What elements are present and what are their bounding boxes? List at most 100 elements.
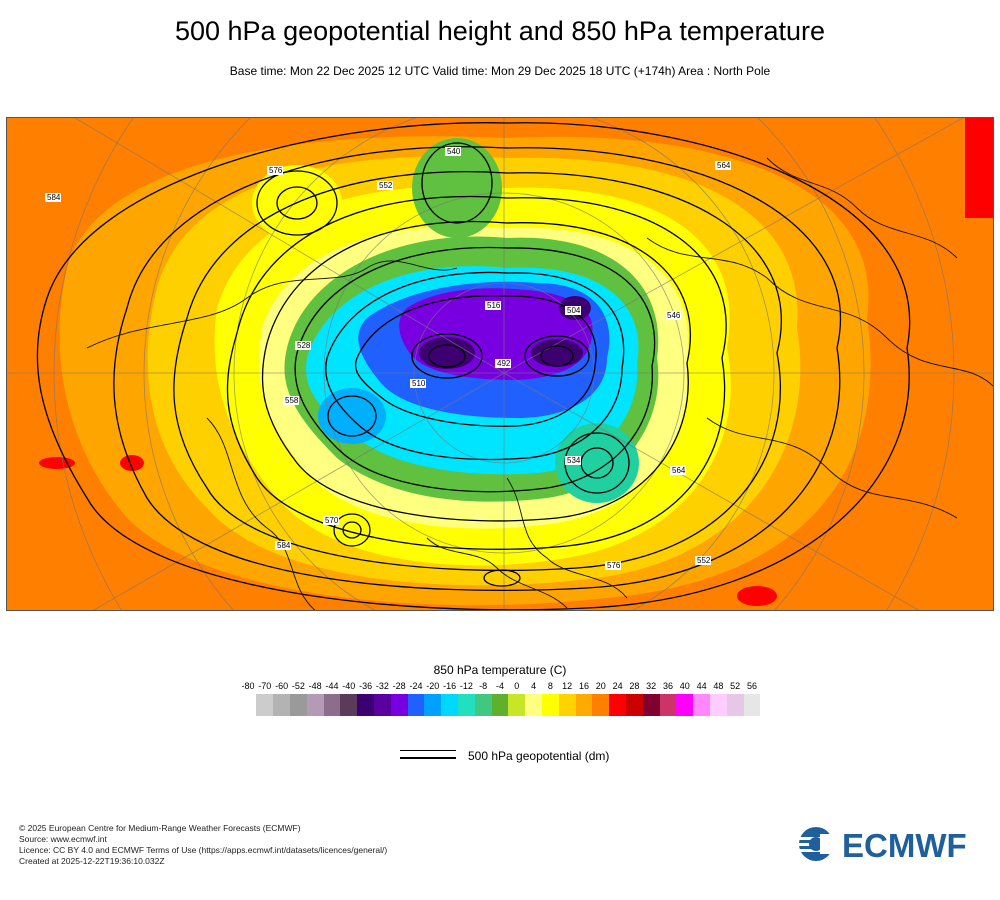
contour-line — [483, 569, 521, 587]
colorbar-tick-label: -52 — [291, 681, 305, 691]
source-line: Source: www.ecmwf.int — [19, 834, 107, 844]
coastline — [426, 537, 568, 609]
colorbar-tick-label: 28 — [629, 681, 640, 691]
contour-line — [540, 345, 574, 367]
contour-label: 504 — [567, 306, 581, 315]
colorbar-swatch — [726, 694, 744, 716]
colorbar-swatch — [340, 694, 358, 716]
contour-line — [333, 513, 371, 547]
geopotential-legend-label: 500 hPa geopotential (dm) — [468, 749, 610, 763]
contour-label: 576 — [607, 561, 621, 570]
contour-line — [327, 395, 377, 437]
colorbar-tick-label: 44 — [696, 681, 707, 691]
coastline — [506, 477, 628, 599]
ecmwf-logo-icon — [797, 827, 836, 861]
colorbar-tick-label: -80 — [241, 681, 255, 691]
coastline — [86, 260, 458, 349]
colorbar-swatch — [323, 694, 341, 716]
colorbar-tick-label: -4 — [495, 681, 505, 691]
contour-label: 584 — [277, 541, 291, 550]
contour-line — [173, 170, 782, 572]
contour-line — [428, 344, 466, 368]
meridian-line — [503, 372, 920, 610]
coastlines — [86, 157, 993, 610]
colorbar-swatch — [290, 694, 307, 716]
meridian-line — [503, 118, 964, 374]
colorbar-tick-label: -40 — [342, 681, 356, 691]
hot-spot-west — [120, 455, 144, 471]
contour-label: 540 — [447, 147, 461, 156]
contour-line — [524, 335, 590, 377]
geopotential-contours — [36, 122, 911, 610]
coastline — [706, 417, 958, 519]
colorbar-tick-label: 12 — [562, 681, 573, 691]
colorbar-tick-label: 20 — [595, 681, 606, 691]
meridian-line — [93, 372, 505, 610]
contour-line — [354, 295, 597, 427]
colorbar-tick-label: 36 — [662, 681, 674, 691]
colorbar-swatch — [508, 694, 526, 716]
colorbar-swatch — [474, 694, 492, 716]
coastline — [206, 417, 316, 610]
colorbar-swatch — [693, 694, 710, 716]
contour-label: 510 — [412, 379, 426, 388]
colorbar-tick-label: -70 — [258, 681, 272, 691]
colorbar-swatch — [424, 694, 442, 716]
colorbar-swatch — [558, 694, 576, 716]
contour-label: 552 — [379, 181, 393, 190]
colorbar-tick-label: -28 — [392, 681, 406, 691]
contour-label: 570 — [325, 516, 339, 525]
hot-spot-south — [737, 586, 777, 606]
chart-subtitle: Base time: Mon 22 Dec 2025 12 UTC Valid … — [229, 64, 771, 78]
cold-core-west — [419, 337, 475, 369]
polar-map[interactable]: 584 576 540 552 564 546 516 504 492 510 … — [6, 117, 994, 611]
colorbar-swatch — [676, 694, 694, 716]
created-line: Created at 2025-12-22T19:36:10.032Z — [19, 856, 165, 866]
contour-label: 492 — [497, 359, 511, 368]
contour-line — [421, 142, 493, 224]
colorbar-swatch — [458, 694, 475, 716]
contour-label: 564 — [717, 161, 731, 170]
contour-line — [325, 271, 625, 461]
contour-line — [276, 186, 318, 220]
colorbar-tick-label: 52 — [730, 681, 741, 691]
geopotential-legend-line — [400, 748, 456, 762]
contour-line — [342, 521, 362, 539]
contour-line — [226, 195, 727, 550]
colorbar-tick-label: -32 — [375, 681, 389, 691]
colorbar-swatch — [390, 694, 408, 716]
colorbar-swatch — [306, 694, 324, 716]
colorbar-swatch — [357, 694, 374, 716]
chart-title: 500 hPa geopotential height and 850 hPa … — [174, 16, 825, 46]
ecmwf-logo-text: ECMWF — [842, 827, 967, 862]
contour-label: 576 — [269, 166, 283, 175]
contour-label: 516 — [487, 301, 501, 310]
hot-spot-northeast — [965, 118, 993, 218]
contour-line — [113, 146, 842, 591]
colorbar-tick-label: 40 — [679, 681, 690, 691]
contour-line — [411, 333, 483, 379]
colorbar-tick-label: -12 — [459, 681, 473, 691]
contour-line — [261, 220, 692, 522]
ecmwf-logo: ECMWF — [797, 827, 967, 862]
colorbar-tick-label: 0 — [514, 681, 520, 691]
colorbar-swatch — [491, 694, 509, 716]
colorbar-swatch — [592, 694, 610, 716]
colorbar-tick-label: -36 — [359, 681, 373, 691]
contour-label: 534 — [567, 456, 581, 465]
contour-label: 558 — [285, 396, 299, 405]
cold-core-east — [531, 339, 583, 367]
contour-labels: 584 576 540 552 564 546 516 504 492 510 … — [45, 147, 731, 570]
colorbar-tick-label: 8 — [547, 681, 553, 691]
colorbar-title: 850 hPa temperature (C) — [433, 663, 567, 677]
colorbar-swatch — [542, 694, 559, 716]
copyright-line: © 2025 European Centre for Medium-Range … — [19, 823, 301, 833]
temperature-field-map: 584 576 540 552 564 546 516 504 492 510 … — [7, 118, 993, 610]
colorbar-tick-label: 4 — [531, 681, 537, 691]
colorbar-tick-label: 48 — [713, 681, 724, 691]
contour-line — [294, 246, 656, 493]
contour-label: 546 — [667, 311, 681, 320]
colorbar-tick-label: -44 — [325, 681, 339, 691]
licence-line: Licence: CC BY 4.0 and ECMWF Terms of Us… — [19, 845, 388, 855]
credits: © 2025 European Centre for Medium-Range … — [19, 823, 387, 867]
